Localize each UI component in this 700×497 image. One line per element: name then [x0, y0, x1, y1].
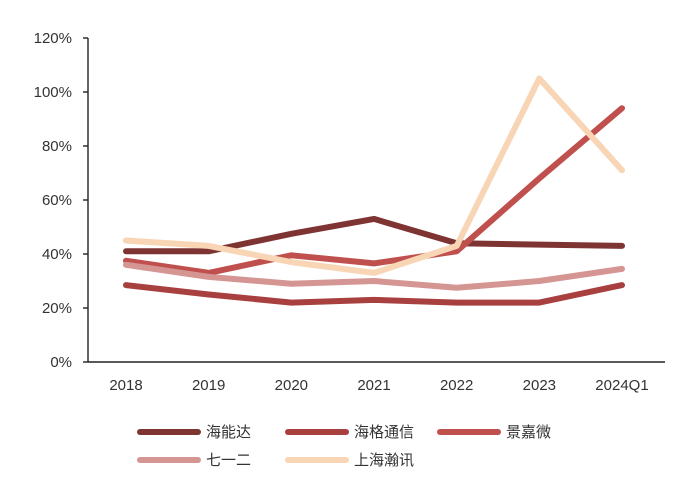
x-axis-ticks: 2018 2019 2020 2021 2022 2023 2024Q1 [109, 377, 648, 394]
axes [87, 38, 665, 363]
legend-label: 上海瀚讯 [354, 451, 414, 469]
series-line [123, 261, 625, 291]
y-tick-label: 20% [42, 300, 72, 317]
x-tick-label: 2022 [440, 377, 473, 394]
legend-label: 七一二 [206, 451, 251, 469]
x-tick-label: 2019 [192, 377, 225, 394]
series-line [123, 215, 625, 255]
x-tick-label: 2023 [523, 377, 556, 394]
y-tick-label: 40% [42, 246, 72, 263]
y-tick-label: 0% [50, 354, 72, 371]
x-tick-label: 2018 [109, 377, 142, 394]
x-tick-label: 2024Q1 [595, 377, 648, 394]
y-tick-label: 120% [34, 30, 72, 47]
y-tick-label: 80% [42, 138, 72, 155]
series-lines [123, 75, 625, 306]
y-tick-label: 60% [42, 192, 72, 209]
series-line [123, 105, 625, 276]
y-tick-label: 100% [34, 84, 72, 101]
legend-label: 景嘉微 [506, 423, 551, 441]
series-line [123, 282, 625, 306]
legend-label: 海能达 [206, 423, 251, 441]
x-tick-label: 2020 [275, 377, 308, 394]
series-line [123, 75, 625, 276]
x-tick-label: 2021 [357, 377, 390, 394]
y-axis-ticks: 0% 20% 40% 60% 80% 100% 120% [34, 30, 88, 371]
legend-label: 海格通信 [354, 423, 414, 441]
